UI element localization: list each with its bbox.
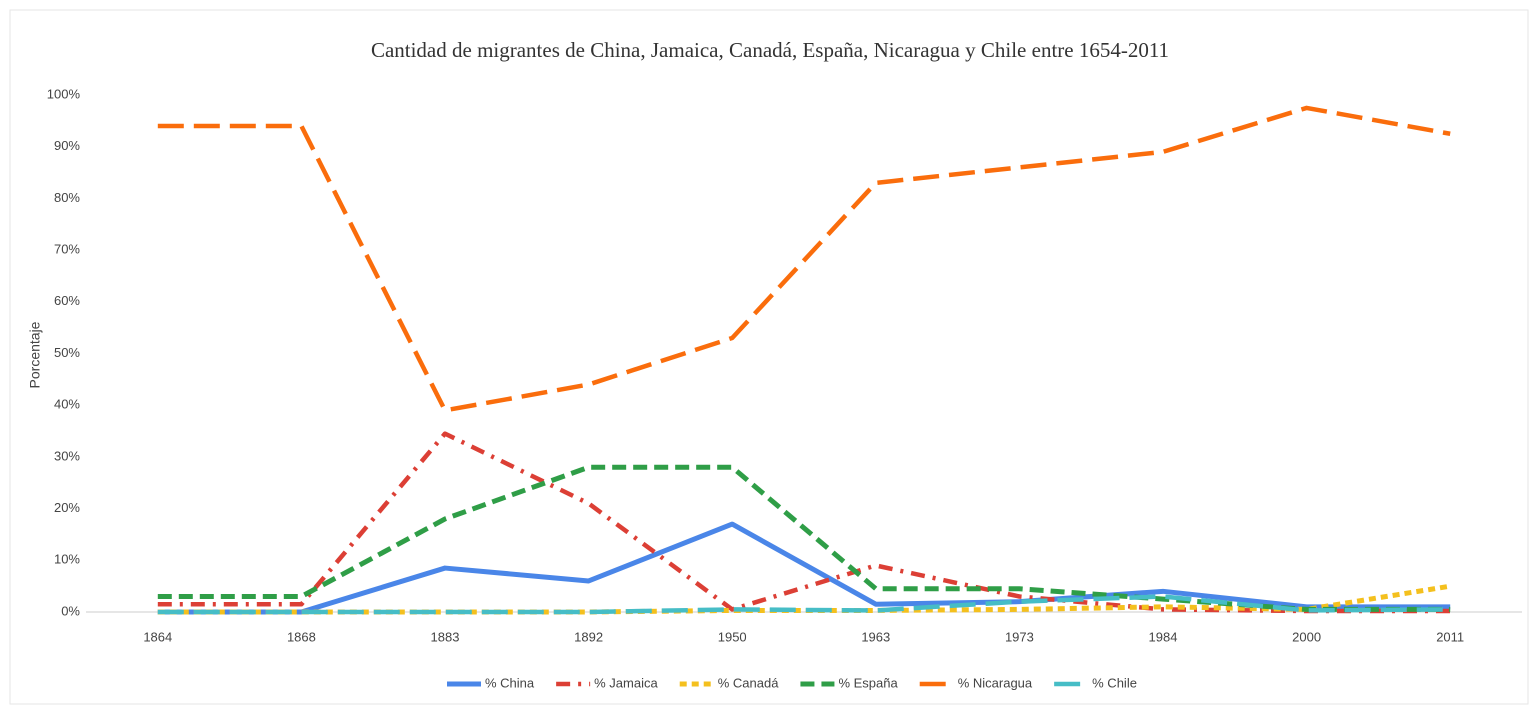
x-tick-label: 1984 (1149, 629, 1178, 644)
legend-label: % Nicaragua (958, 675, 1033, 690)
x-tick-label: 1950 (718, 629, 747, 644)
x-tick-label: 1963 (861, 629, 890, 644)
y-tick-label: 70% (54, 242, 80, 257)
y-tick-label: 40% (54, 397, 80, 412)
x-tick-label: 1973 (1005, 629, 1034, 644)
legend-label: % Chile (1092, 675, 1137, 690)
legend-label: % España (838, 675, 898, 690)
x-tick-label: 2011 (1436, 629, 1464, 644)
y-tick-label: 0% (61, 603, 80, 618)
y-tick-label: 90% (54, 138, 80, 153)
chart-title: Cantidad de migrantes de China, Jamaica,… (371, 38, 1169, 62)
x-tick-label: 1868 (287, 629, 316, 644)
legend-label: % Canadá (718, 675, 779, 690)
chart-frame (9, 9, 1529, 705)
x-tick-label: 1864 (143, 629, 172, 644)
series-line (157, 431, 1451, 614)
y-tick-label: 80% (54, 190, 80, 205)
series-line (157, 464, 1451, 612)
series-line (157, 105, 1451, 413)
y-tick-label: 100% (47, 86, 81, 101)
legend-label: % China (485, 675, 535, 690)
x-tick-label: 1892 (574, 629, 603, 644)
legend-label: % Jamaica (594, 675, 658, 690)
y-tick-label: 60% (54, 293, 80, 308)
y-tick-label: 30% (54, 448, 80, 463)
y-tick-label: 10% (54, 552, 80, 567)
x-tick-label: 2000 (1292, 629, 1321, 644)
series-line (157, 521, 1451, 615)
y-tick-label: 20% (54, 500, 80, 515)
x-tick-label: 1883 (431, 629, 460, 644)
y-tick-label: 50% (54, 345, 80, 360)
y-axis-label: Porcentaje (27, 321, 43, 388)
